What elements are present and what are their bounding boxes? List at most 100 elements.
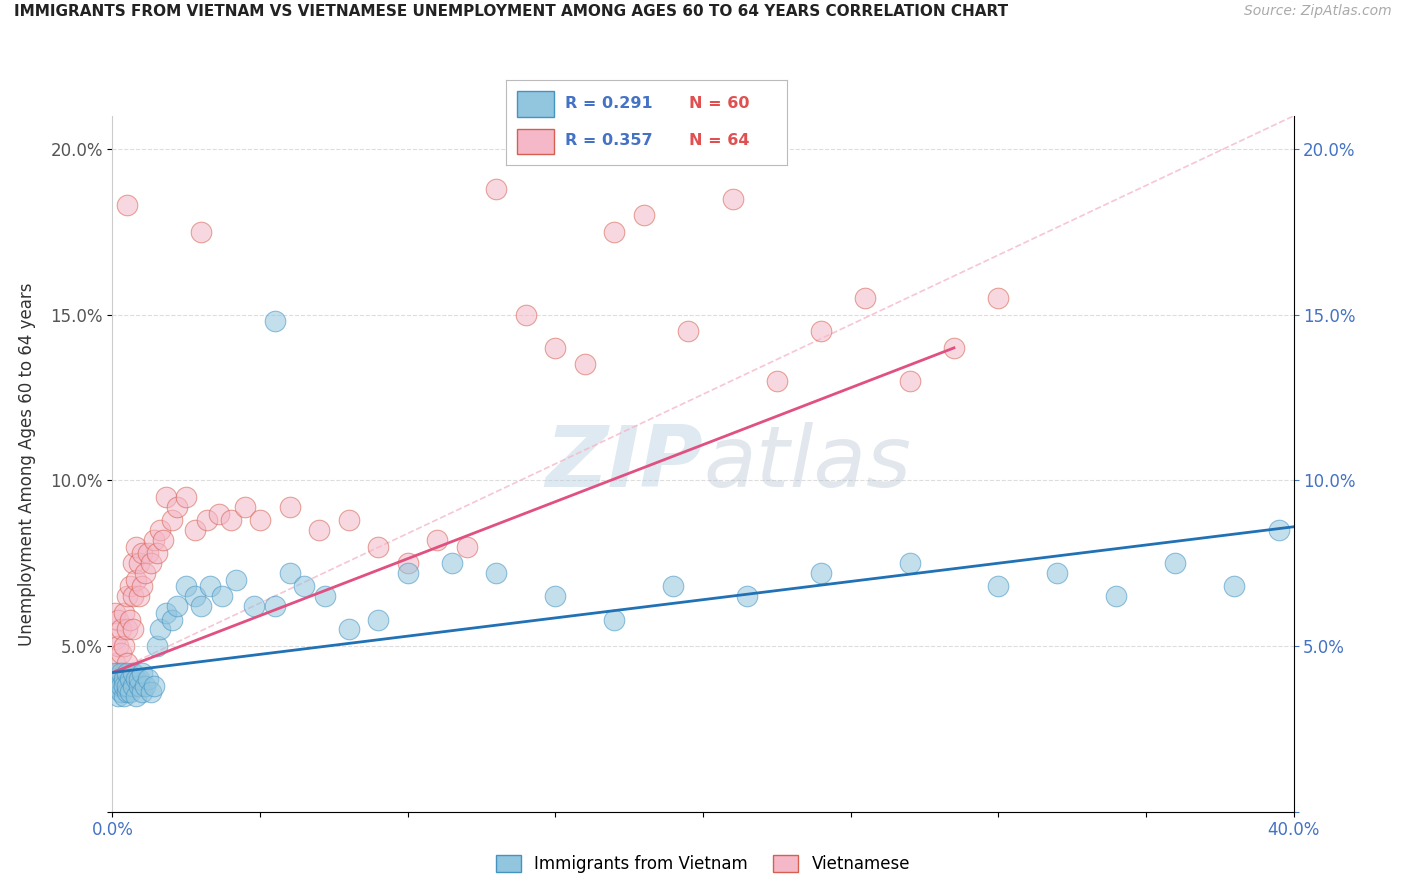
Point [149,623,172,637]
Point [128,590,150,604]
Point [174,490,197,504]
Point [128,556,150,570]
Point [337,513,360,527]
Point [810,566,832,581]
Point [219,513,242,527]
Point [120,579,142,593]
Point [139,556,162,570]
Point [396,556,419,570]
Point [160,513,183,527]
Point [987,579,1010,593]
Point [1164,556,1187,570]
Text: R = 0.291: R = 0.291 [565,96,652,112]
Text: IMMIGRANTS FROM VIETNAM VS VIETNAMESE UNEMPLOYMENT AMONG AGES 60 TO 64 YEARS COR: IMMIGRANTS FROM VIETNAM VS VIETNAMESE UN… [14,4,1008,20]
Point [441,556,464,570]
Point [104,632,127,647]
Point [120,685,142,699]
Point [125,689,148,703]
Point [142,533,165,547]
Point [198,579,221,593]
Point [190,225,212,239]
Point [292,579,315,593]
Point [264,314,287,328]
Point [131,665,153,680]
Point [110,665,132,680]
Point [112,639,135,653]
Text: atlas: atlas [703,422,911,506]
Point [131,579,153,593]
Point [110,672,132,686]
Point [112,672,135,686]
Point [125,573,148,587]
Point [515,308,537,322]
Point [104,656,127,670]
Point [314,590,336,604]
Point [149,523,172,537]
Point [396,566,419,581]
Point [131,685,153,699]
Point [766,374,789,388]
Point [184,590,207,604]
Point [337,623,360,637]
Point [603,225,626,239]
Point [184,523,207,537]
Point [195,513,218,527]
Point [112,665,135,680]
Point [1105,590,1128,604]
Point [278,566,301,581]
Point [942,341,965,355]
Point [136,546,159,560]
Point [160,613,183,627]
Point [107,689,129,703]
Point [107,613,129,627]
Point [104,665,127,680]
Point [117,590,138,604]
Point [117,623,138,637]
Point [117,198,138,212]
Point [898,374,921,388]
Point [737,590,759,604]
Point [125,540,148,554]
Point [120,672,142,686]
Point [104,679,127,693]
Point [174,579,197,593]
Point [190,599,212,614]
Point [107,639,129,653]
FancyBboxPatch shape [517,128,554,154]
Point [125,672,148,686]
Point [122,665,145,680]
Point [128,679,150,693]
Point [122,679,145,693]
Point [278,500,301,514]
Point [544,590,567,604]
Point [117,685,138,699]
Point [122,590,145,604]
Point [122,623,145,637]
Point [120,613,142,627]
Point [544,341,567,355]
Point [308,523,330,537]
Point [117,665,138,680]
Legend: Immigrants from Vietnam, Vietnamese: Immigrants from Vietnam, Vietnamese [489,848,917,880]
Point [134,566,156,581]
Point [128,672,150,686]
Point [104,606,127,620]
Point [633,208,655,222]
Point [122,556,145,570]
Point [131,546,153,560]
Point [603,613,626,627]
Point [134,679,156,693]
Point [110,646,132,660]
Point [367,613,389,627]
Point [456,540,478,554]
Point [166,599,188,614]
Point [112,606,135,620]
Point [110,623,132,637]
Point [166,500,188,514]
Point [139,685,162,699]
Point [117,679,138,693]
Point [155,490,177,504]
FancyBboxPatch shape [517,91,554,117]
Point [721,192,744,206]
Point [117,656,138,670]
